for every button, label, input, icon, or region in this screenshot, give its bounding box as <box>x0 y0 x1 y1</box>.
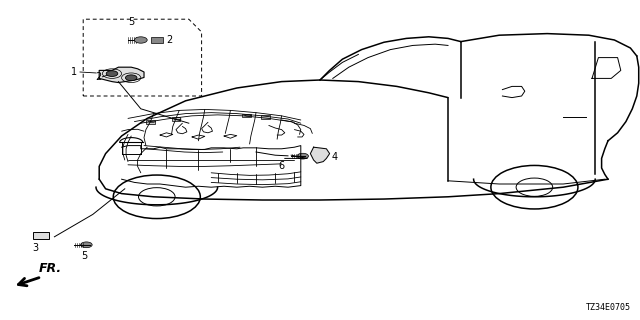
Text: 5: 5 <box>81 251 87 260</box>
Circle shape <box>106 71 118 76</box>
Bar <box>261 115 270 119</box>
Text: 2: 2 <box>166 35 173 45</box>
Text: 1: 1 <box>70 67 77 77</box>
Circle shape <box>81 242 92 248</box>
Text: FR.: FR. <box>38 262 61 275</box>
Bar <box>146 120 155 124</box>
Text: 2: 2 <box>95 72 101 82</box>
Text: 5: 5 <box>128 17 134 28</box>
Circle shape <box>125 75 137 81</box>
Bar <box>151 37 163 43</box>
Bar <box>172 117 180 121</box>
Bar <box>33 232 49 239</box>
Polygon shape <box>99 67 144 83</box>
Text: 6: 6 <box>278 161 285 171</box>
Polygon shape <box>310 147 330 163</box>
Text: 4: 4 <box>332 152 338 162</box>
Circle shape <box>297 153 308 159</box>
Text: TZ34E0705: TZ34E0705 <box>586 303 630 312</box>
Bar <box>242 114 251 117</box>
Circle shape <box>134 37 147 43</box>
Text: 3: 3 <box>32 243 38 253</box>
